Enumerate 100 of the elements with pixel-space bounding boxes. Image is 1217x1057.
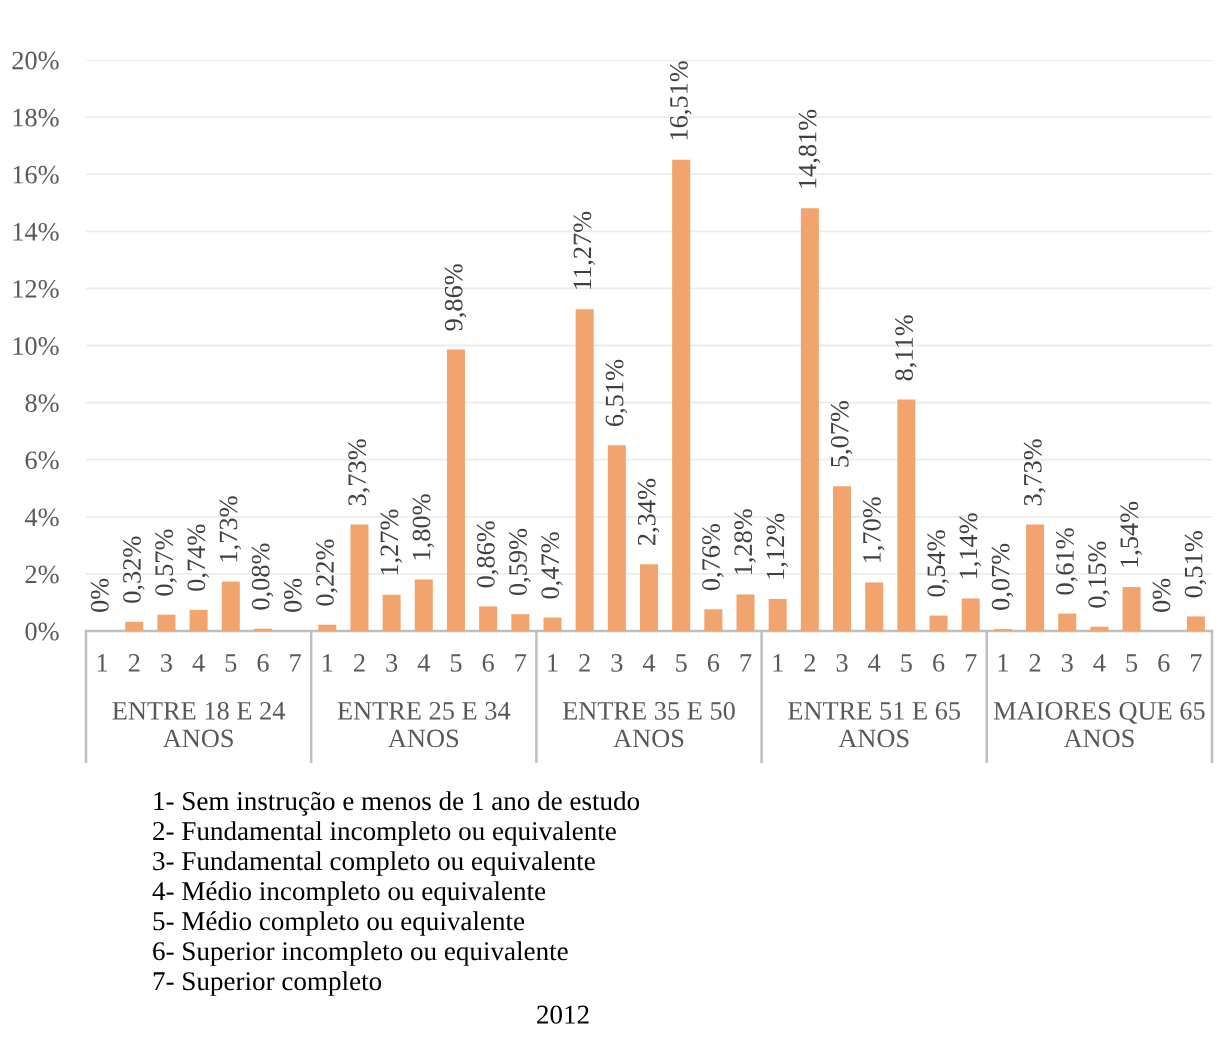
x-tick-label: 6 (707, 654, 720, 672)
bar (672, 159, 691, 631)
x-tick-label: 4 (192, 654, 205, 672)
text: ENTRE 25 E 34 ANOS (337, 702, 511, 748)
data-label: 16,51% (669, 61, 692, 140)
x-tick-label: 1 (323, 654, 333, 672)
bar (318, 624, 337, 631)
x-tick-label: 3 (386, 654, 398, 672)
data-label: 11,27% (573, 211, 596, 289)
bar (800, 208, 819, 631)
data-label: 1,70% (863, 497, 885, 563)
y-tick-label: 4% (24, 508, 59, 527)
data-label: 1,54% (1120, 501, 1142, 567)
bar (511, 614, 530, 631)
y-tick-label: 10% (13, 337, 59, 355)
bar (125, 621, 144, 631)
data-label: 9,86% (444, 264, 467, 331)
bar (543, 617, 562, 631)
x-tick-label: 2 (1029, 654, 1041, 672)
bar (479, 606, 498, 631)
x-tick-label: 1 (773, 654, 783, 672)
x-tick-label: 7 (965, 654, 977, 672)
data-label: 3,73% (348, 439, 370, 506)
x-tick-label: 6 (482, 654, 494, 672)
x-tick-label: 3 (611, 654, 623, 672)
x-tick-label: 4 (417, 654, 430, 672)
x-tick-label: 4 (1093, 654, 1106, 672)
data-label: 0% (90, 578, 109, 612)
data-label: 0,15% (1088, 541, 1110, 608)
text: ENTRE 51 E 65 ANOS (788, 702, 961, 748)
data-label: 1,12% (766, 513, 789, 579)
x-tick-label: 5 (1126, 654, 1138, 672)
x-tick-label: 6 (933, 654, 945, 672)
bar (221, 581, 240, 631)
bar (865, 582, 884, 631)
bar (1090, 626, 1109, 631)
x-tick-label: 2 (579, 654, 590, 672)
data-label: 0% (283, 578, 302, 612)
bar (446, 349, 465, 631)
x-tick-label: 3 (1061, 654, 1073, 672)
data-label: 1,28% (734, 509, 756, 575)
x-tick-label: 2 (354, 654, 365, 672)
bar (607, 445, 626, 631)
bar (1058, 613, 1077, 631)
x-tick-label: 1 (548, 654, 558, 672)
bar (1026, 524, 1045, 631)
data-label: 0,74% (187, 524, 209, 591)
y-tick-label: 20% (12, 51, 59, 70)
x-tick-label: 6 (257, 654, 269, 672)
data-label: 0,47% (541, 532, 563, 599)
x-tick-label: 7 (290, 654, 301, 672)
bar (157, 614, 176, 631)
y-tick-label: 0% (25, 622, 59, 641)
y-tick-label: 14% (13, 222, 59, 241)
text: ENTRE 18 E 24 ANOS (112, 701, 286, 748)
data-label: 5,07% (830, 400, 853, 467)
data-label: 0% (1152, 578, 1171, 612)
bar (350, 524, 369, 631)
x-tick-label: 7 (515, 654, 527, 672)
bar (639, 564, 659, 631)
x-tick-label: 1 (998, 654, 1008, 672)
x-tick-label: 7 (740, 654, 752, 672)
bar (575, 309, 594, 631)
x-tick-label: 1 (97, 654, 108, 672)
data-label: 6,51% (605, 359, 628, 426)
data-label: 0,07% (991, 543, 1014, 610)
data-label: 0,57% (155, 529, 177, 596)
x-tick-label: 5 (450, 654, 462, 672)
y-tick-label: 6% (25, 451, 59, 470)
data-label: 3,73% (1023, 439, 1046, 506)
data-label: 0,51% (1184, 531, 1207, 598)
x-tick-label: 3 (161, 654, 172, 672)
text: ENTRE 35 E 50 ANOS (562, 701, 735, 748)
data-label: 1,14% (959, 513, 982, 579)
x-tick-label: 5 (901, 654, 912, 672)
x-tick-label: 7 (1191, 654, 1202, 672)
data-label: 0,08% (251, 543, 274, 610)
bar (833, 486, 852, 631)
y-tick-label: 18% (13, 108, 59, 127)
y-tick-label: 16% (13, 165, 59, 184)
x-tick-label: 4 (642, 654, 656, 672)
data-label: 0,54% (927, 530, 949, 597)
bar (736, 594, 755, 631)
y-tick-label: 8% (25, 394, 59, 413)
data-label: 1,73% (219, 496, 242, 562)
bar (414, 579, 433, 631)
x-tick-label: 2 (128, 654, 140, 672)
bar (704, 609, 723, 631)
x-tick-label: 4 (868, 654, 881, 672)
data-label: 1,27% (380, 509, 403, 575)
bar (189, 609, 208, 631)
y-tick-label: 12% (13, 280, 59, 298)
x-tick-label: 6 (1158, 654, 1170, 672)
bar (1122, 587, 1141, 631)
y-tick-label: 2% (25, 565, 59, 584)
bar (1186, 616, 1205, 631)
bar (929, 615, 948, 631)
data-label: 1,80% (412, 494, 435, 560)
bar (768, 599, 787, 631)
x-tick-label: 2 (804, 654, 815, 672)
